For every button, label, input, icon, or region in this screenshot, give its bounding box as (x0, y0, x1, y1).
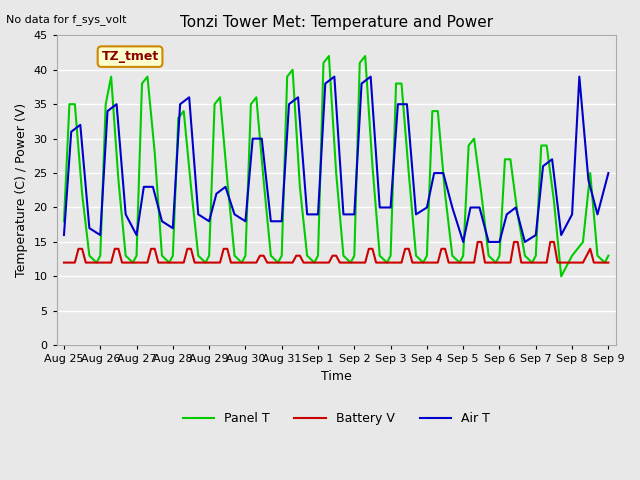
Y-axis label: Temperature (C) / Power (V): Temperature (C) / Power (V) (15, 103, 28, 277)
Title: Tonzi Tower Met: Temperature and Power: Tonzi Tower Met: Temperature and Power (180, 15, 493, 30)
X-axis label: Time: Time (321, 370, 351, 383)
Legend: Panel T, Battery V, Air T: Panel T, Battery V, Air T (178, 407, 495, 430)
Text: TZ_tmet: TZ_tmet (101, 50, 159, 63)
Text: No data for f_sys_volt: No data for f_sys_volt (6, 14, 127, 25)
